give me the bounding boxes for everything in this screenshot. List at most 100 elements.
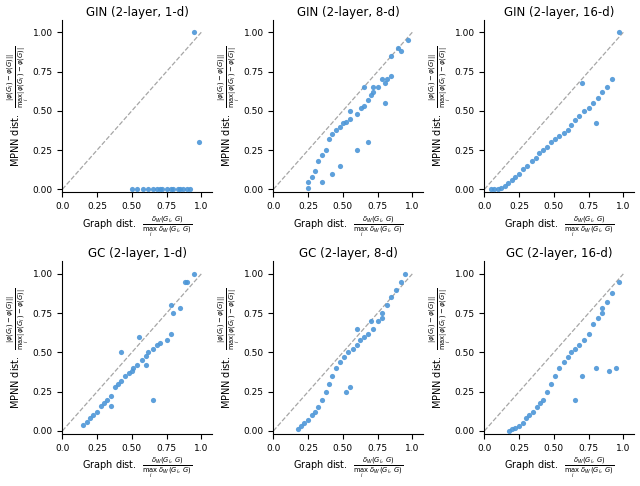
Title: GC (2-layer, 16-d): GC (2-layer, 16-d) bbox=[506, 247, 612, 260]
Point bbox=[546, 380, 556, 388]
Point bbox=[518, 165, 529, 173]
Point bbox=[88, 411, 98, 419]
Point bbox=[313, 403, 323, 411]
Title: GC (2-layer, 1-d): GC (2-layer, 1-d) bbox=[88, 247, 187, 260]
Point bbox=[166, 330, 176, 337]
Point bbox=[607, 289, 618, 296]
Point bbox=[351, 110, 362, 118]
X-axis label: Graph dist.  $\frac{\delta_W(G_i,\, G)}{\max_i\,\delta_W(G_i,\, G)}$: Graph dist. $\frac{\delta_W(G_i,\, G)}{\… bbox=[504, 214, 614, 239]
Point bbox=[363, 330, 373, 337]
Point bbox=[143, 348, 154, 356]
Point bbox=[182, 186, 193, 193]
Point bbox=[514, 422, 524, 430]
Point bbox=[565, 121, 575, 129]
Point bbox=[614, 28, 624, 36]
Point bbox=[535, 399, 545, 407]
Point bbox=[550, 135, 561, 143]
Point bbox=[335, 162, 345, 170]
Point bbox=[157, 186, 168, 193]
Point bbox=[317, 177, 327, 185]
Point bbox=[396, 278, 406, 286]
Point bbox=[368, 88, 378, 96]
Point bbox=[602, 298, 612, 306]
Point bbox=[597, 309, 607, 317]
Point bbox=[303, 184, 313, 191]
Point bbox=[503, 179, 513, 187]
Point bbox=[324, 135, 334, 143]
Point bbox=[570, 116, 580, 124]
Point bbox=[486, 186, 497, 193]
Point bbox=[299, 419, 309, 427]
Point bbox=[324, 380, 334, 388]
Point bbox=[168, 186, 179, 193]
Point bbox=[563, 353, 573, 361]
Point bbox=[532, 403, 542, 411]
Point bbox=[335, 122, 345, 130]
Point bbox=[154, 186, 164, 193]
Point bbox=[524, 411, 534, 419]
Point bbox=[168, 309, 179, 317]
Point bbox=[161, 336, 172, 344]
Title: GIN (2-layer, 1-d): GIN (2-layer, 1-d) bbox=[86, 5, 189, 18]
Point bbox=[110, 383, 120, 391]
Point bbox=[321, 146, 332, 154]
Point bbox=[343, 348, 353, 356]
Point bbox=[573, 112, 584, 120]
Point bbox=[189, 28, 200, 36]
Point bbox=[127, 367, 137, 375]
Point bbox=[563, 126, 573, 134]
Point bbox=[128, 364, 138, 372]
Point bbox=[614, 278, 624, 286]
Point bbox=[522, 162, 532, 170]
Point bbox=[166, 186, 176, 193]
Point bbox=[173, 186, 183, 193]
Point bbox=[310, 167, 320, 174]
Point bbox=[358, 84, 369, 91]
Point bbox=[175, 305, 186, 312]
Y-axis label: MPNN dist.  $\frac{|\varphi(G_i) - \varphi(G)||}{\max_i|\varphi(G_i) - \varphi(G: MPNN dist. $\frac{|\varphi(G_i) - \varph… bbox=[216, 287, 242, 409]
Point bbox=[92, 408, 102, 416]
Point bbox=[368, 84, 378, 91]
Y-axis label: MPNN dist.  $\frac{|\varphi(G_i) - \varphi(G)||}{\max_i|\varphi(G_i) - \varphi(G: MPNN dist. $\frac{|\varphi(G_i) - \varph… bbox=[6, 45, 31, 167]
Point bbox=[116, 377, 126, 384]
Point bbox=[593, 94, 604, 102]
Point bbox=[550, 372, 561, 380]
X-axis label: Graph dist.  $\frac{\delta_W(G_i,\, G)}{\max_i\,\delta_W(G_i,\, G)}$: Graph dist. $\frac{\delta_W(G_i,\, G)}{\… bbox=[504, 455, 614, 481]
Point bbox=[570, 346, 580, 353]
Point bbox=[588, 320, 598, 328]
Point bbox=[136, 356, 147, 364]
Point bbox=[152, 186, 162, 193]
Title: GC (2-layer, 8-d): GC (2-layer, 8-d) bbox=[299, 247, 398, 260]
Point bbox=[148, 346, 158, 353]
Point bbox=[99, 399, 109, 407]
Point bbox=[531, 154, 541, 162]
Point bbox=[141, 352, 151, 360]
Point bbox=[293, 426, 303, 434]
Point bbox=[579, 107, 589, 115]
Point bbox=[132, 361, 143, 369]
Point bbox=[593, 314, 604, 322]
Point bbox=[85, 415, 95, 422]
Point bbox=[363, 96, 373, 104]
X-axis label: Graph dist.  $\frac{\delta_W(G_i,\, G)}{\max_i\,\delta_W(G_i,\, G)}$: Graph dist. $\frac{\delta_W(G_i,\, G)}{\… bbox=[82, 455, 193, 481]
Point bbox=[521, 415, 531, 422]
Point bbox=[313, 157, 323, 165]
Point bbox=[345, 107, 355, 115]
Point bbox=[559, 358, 569, 366]
Point bbox=[368, 325, 378, 333]
Title: GIN (2-layer, 16-d): GIN (2-layer, 16-d) bbox=[504, 5, 614, 18]
Point bbox=[178, 186, 188, 193]
Y-axis label: MPNN dist.  $\frac{|\varphi(G_i) - \varphi(G)||}{\max_i|\varphi(G_i) - \varphi(G: MPNN dist. $\frac{|\varphi(G_i) - \varph… bbox=[428, 45, 453, 167]
Point bbox=[78, 421, 88, 429]
Point bbox=[372, 84, 383, 91]
Point bbox=[331, 126, 341, 134]
Point bbox=[331, 364, 341, 372]
Point bbox=[116, 348, 126, 356]
Point bbox=[565, 348, 575, 356]
Point bbox=[106, 393, 116, 400]
Point bbox=[317, 151, 327, 159]
Point bbox=[510, 424, 520, 432]
Point bbox=[591, 120, 601, 127]
Point bbox=[326, 131, 337, 139]
Point bbox=[573, 341, 584, 348]
